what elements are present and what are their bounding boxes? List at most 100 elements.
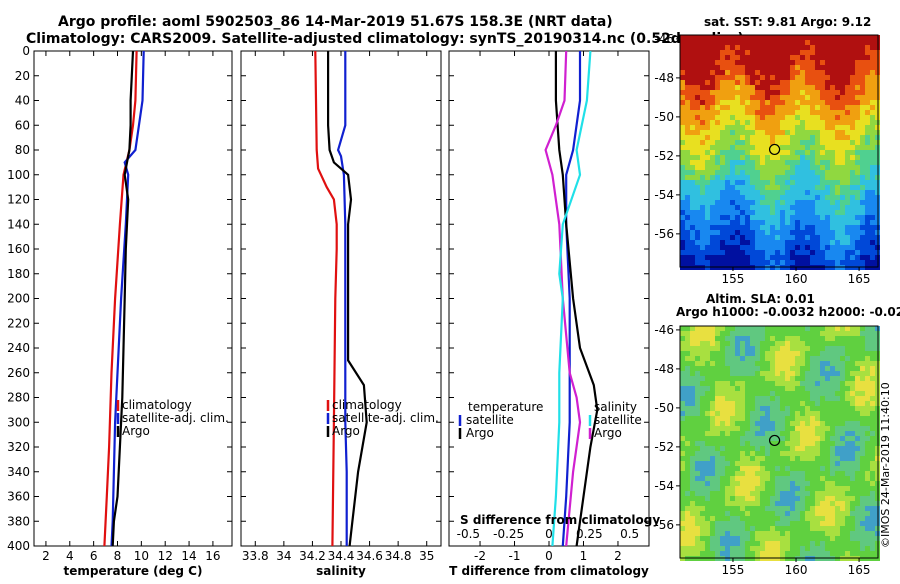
map-cell — [840, 245, 845, 250]
map-cell — [795, 336, 800, 341]
map-cell — [810, 145, 815, 150]
map-cell — [810, 416, 815, 421]
map-cell — [810, 476, 815, 481]
map-cell — [810, 341, 815, 346]
map-cell — [680, 486, 685, 491]
map-cell — [795, 155, 800, 160]
map-cell — [725, 195, 730, 200]
map-cell — [765, 461, 770, 466]
map-cell — [780, 155, 785, 160]
map-cell — [770, 75, 775, 80]
map-cell — [780, 70, 785, 75]
map-cell — [740, 396, 745, 401]
map-cell — [690, 471, 695, 476]
map-cell — [850, 220, 855, 225]
map-cell — [790, 40, 795, 45]
map-cell — [860, 260, 865, 265]
map-cell — [850, 451, 855, 456]
map-cell — [750, 466, 755, 471]
map-cell — [680, 541, 685, 546]
map-cell — [750, 481, 755, 486]
map-cell — [845, 381, 850, 386]
map-cell — [745, 235, 750, 240]
map-cell — [830, 145, 835, 150]
map-cell — [830, 396, 835, 401]
map-cell — [815, 195, 820, 200]
map-cell — [845, 180, 850, 185]
map-cell — [805, 165, 810, 170]
map-cell — [780, 401, 785, 406]
map-cell — [810, 130, 815, 135]
map-cell — [780, 491, 785, 496]
map-cell — [815, 125, 820, 130]
map-cell — [775, 416, 780, 421]
map-cell — [860, 95, 865, 100]
map-cell — [840, 486, 845, 491]
map-cell — [730, 75, 735, 80]
map-cell — [695, 326, 700, 331]
map-cell — [770, 391, 775, 396]
map-cell — [750, 85, 755, 90]
map-cell — [730, 50, 735, 55]
map-cell — [785, 416, 790, 421]
map-cell — [795, 451, 800, 456]
map-cell — [730, 205, 735, 210]
map-cell — [860, 80, 865, 85]
map-cell — [770, 185, 775, 190]
map-cell — [755, 546, 760, 551]
map-cell — [765, 95, 770, 100]
map-cell — [865, 55, 870, 60]
map-cell — [810, 90, 815, 95]
map-cell — [760, 501, 765, 506]
map-cell — [815, 416, 820, 421]
map-cell — [840, 125, 845, 130]
map-cell — [870, 60, 875, 65]
map-cell — [770, 215, 775, 220]
map-cell — [685, 381, 690, 386]
map-cell — [850, 115, 855, 120]
map-cell — [850, 471, 855, 476]
map-cell — [820, 481, 825, 486]
map-cell — [860, 456, 865, 461]
map-cell — [760, 396, 765, 401]
map-cell — [860, 220, 865, 225]
map-cell — [850, 501, 855, 506]
map-cell — [735, 50, 740, 55]
map-cell — [790, 255, 795, 260]
map-cell — [825, 531, 830, 536]
map-cell — [720, 521, 725, 526]
map-cell — [810, 336, 815, 341]
map-cell — [850, 421, 855, 426]
map-cell — [765, 245, 770, 250]
map-cell — [695, 145, 700, 150]
map-cell — [790, 531, 795, 536]
map-cell — [780, 260, 785, 265]
map-cell — [835, 250, 840, 255]
map-cell — [800, 100, 805, 105]
map-cell — [805, 501, 810, 506]
map-cell — [715, 451, 720, 456]
map-cell — [700, 396, 705, 401]
map-cell — [865, 115, 870, 120]
map-cell — [750, 200, 755, 205]
map-cell — [685, 230, 690, 235]
map-cell — [815, 215, 820, 220]
map-cell — [695, 255, 700, 260]
map-cell — [720, 431, 725, 436]
map-cell — [750, 105, 755, 110]
map-cell — [865, 235, 870, 240]
map-cell — [830, 531, 835, 536]
map-cell — [815, 130, 820, 135]
map-cell — [730, 496, 735, 501]
map-cell — [705, 260, 710, 265]
map-cell — [745, 506, 750, 511]
map-cell — [740, 200, 745, 205]
map-cell — [800, 45, 805, 50]
top-x-tick-label: 0.25 — [576, 527, 603, 541]
map-cell — [805, 215, 810, 220]
map-cell — [845, 501, 850, 506]
map-cell — [865, 371, 870, 376]
map-cell — [805, 446, 810, 451]
x-tick-label: 0 — [545, 549, 553, 563]
map-cell — [755, 481, 760, 486]
